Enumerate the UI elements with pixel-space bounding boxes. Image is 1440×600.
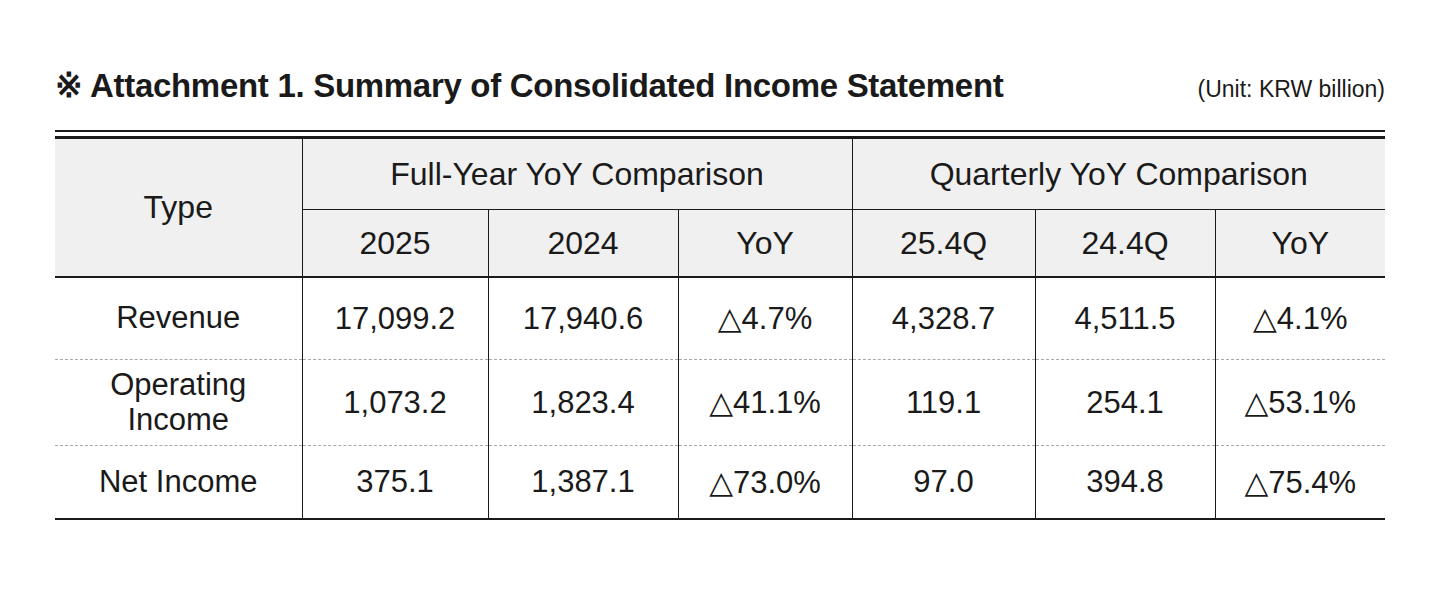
- value-cell: △41.1%: [678, 360, 852, 446]
- unit-label: (Unit: KRW billion): [1198, 76, 1385, 103]
- income-statement-table-zone: Type Full-Year YoY Comparison Quarterly …: [55, 130, 1385, 520]
- value-cell: 375.1: [302, 446, 488, 520]
- sub-header-yoy-annual: YoY: [678, 210, 852, 278]
- table-top-rule: [55, 130, 1385, 132]
- page-title: ※ Attachment 1. Summary of Consolidated …: [55, 66, 1003, 105]
- value-cell: 394.8: [1035, 446, 1215, 520]
- value-cell: 17,099.2: [302, 277, 488, 360]
- document-page: ※ Attachment 1. Summary of Consolidated …: [0, 0, 1440, 600]
- value-cell: 1,387.1: [488, 446, 678, 520]
- value-cell: 119.1: [852, 360, 1035, 446]
- value-cell: 97.0: [852, 446, 1035, 520]
- value-cell: 1,823.4: [488, 360, 678, 446]
- table-header: Type Full-Year YoY Comparison Quarterly …: [55, 138, 1385, 278]
- table-row-net-income: Net Income 375.1 1,387.1 △73.0% 97.0 394…: [55, 446, 1385, 520]
- row-label-operating-income: Operating Income: [55, 360, 302, 446]
- sub-header-yoy-quarterly: YoY: [1215, 210, 1385, 278]
- sub-header-24-4q: 24.4Q: [1035, 210, 1215, 278]
- value-cell: △4.1%: [1215, 277, 1385, 360]
- value-cell: △75.4%: [1215, 446, 1385, 520]
- sub-header-2024: 2024: [488, 210, 678, 278]
- value-cell: 4,328.7: [852, 277, 1035, 360]
- value-cell: 17,940.6: [488, 277, 678, 360]
- table-body: Revenue 17,099.2 17,940.6 △4.7% 4,328.7 …: [55, 277, 1385, 519]
- group-header-quarterly: Quarterly YoY Comparison: [852, 138, 1385, 210]
- corner-header-type: Type: [55, 138, 302, 278]
- title-bar: ※ Attachment 1. Summary of Consolidated …: [55, 66, 1385, 105]
- table-row-operating-income: Operating Income 1,073.2 1,823.4 △41.1% …: [55, 360, 1385, 446]
- value-cell: △73.0%: [678, 446, 852, 520]
- value-cell: 1,073.2: [302, 360, 488, 446]
- income-statement-table: Type Full-Year YoY Comparison Quarterly …: [55, 136, 1385, 520]
- row-label-net-income: Net Income: [55, 446, 302, 520]
- value-cell: 4,511.5: [1035, 277, 1215, 360]
- value-cell: △4.7%: [678, 277, 852, 360]
- value-cell: △53.1%: [1215, 360, 1385, 446]
- sub-header-2025: 2025: [302, 210, 488, 278]
- table-row-revenue: Revenue 17,099.2 17,940.6 △4.7% 4,328.7 …: [55, 277, 1385, 360]
- value-cell: 254.1: [1035, 360, 1215, 446]
- group-header-row: Type Full-Year YoY Comparison Quarterly …: [55, 138, 1385, 210]
- row-label-revenue: Revenue: [55, 277, 302, 360]
- group-header-full-year: Full-Year YoY Comparison: [302, 138, 852, 210]
- sub-header-25-4q: 25.4Q: [852, 210, 1035, 278]
